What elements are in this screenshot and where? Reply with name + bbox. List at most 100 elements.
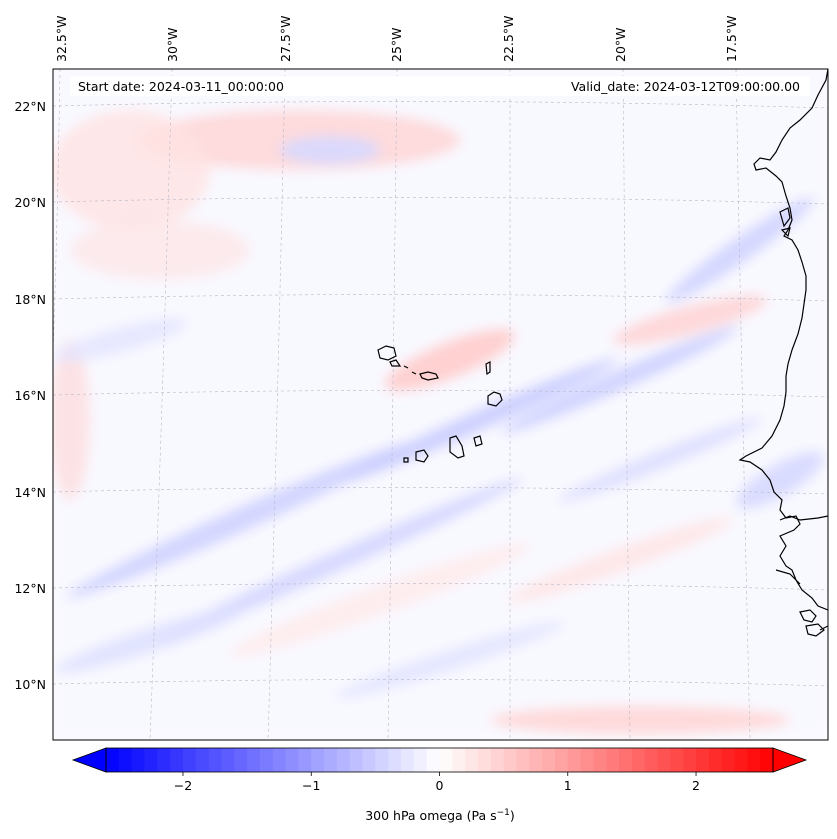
colorbar-bin <box>760 748 774 772</box>
lon-label-32-5w: 32.5°W <box>54 16 69 62</box>
colorbar-bin <box>336 748 351 772</box>
omega-band-rising <box>735 451 825 509</box>
colorbar-extend-min <box>71 747 107 773</box>
colorbar-tick-label: −1 <box>302 778 320 793</box>
lon-label-30w: 30°W <box>165 27 180 62</box>
island-sao-vicente <box>389 359 402 367</box>
colorbar-bin <box>221 748 235 772</box>
latitude-labels: 22°N 20°N 18°N 16°N 14°N 12°N 10°N <box>14 99 46 692</box>
colorbar-bin <box>657 748 671 772</box>
colorbar-bin <box>477 748 492 772</box>
colorbar-bin <box>503 748 518 772</box>
cape-verde-islands <box>377 345 503 463</box>
colorbar-bin <box>721 748 736 772</box>
island-fogo <box>415 449 429 463</box>
omega-field <box>53 69 828 740</box>
valid-date-label: Valid_date: 2024-03-12T09:00:00.00 <box>571 79 800 94</box>
colorbar-bin <box>311 748 325 772</box>
colorbar-bin <box>144 748 158 772</box>
colorbar-bin <box>529 748 543 772</box>
colorbar-tick-label: 0 <box>436 778 444 793</box>
west-africa-coastline <box>779 515 828 521</box>
lon-label-17-5w: 17.5°W <box>724 16 739 62</box>
colorbar-bin <box>567 748 582 772</box>
colorbar-bin <box>426 748 441 772</box>
longitude-labels: 32.5°W 30°W 27.5°W 25°W 22.5°W 20°W 17.5… <box>54 16 739 62</box>
colorbar-bin <box>708 748 723 772</box>
west-africa-coastline <box>819 625 828 631</box>
colorbar-bin <box>631 748 646 772</box>
island-santiago <box>449 435 465 459</box>
parallel-line <box>53 583 828 591</box>
colorbar-extend-max <box>772 747 808 773</box>
colorbar-ticks: −2 −1 0 1 2 <box>174 772 700 793</box>
omega-band-rising <box>54 607 246 673</box>
colorbar-bin <box>182 748 197 772</box>
colorbar-bin <box>362 748 376 772</box>
parallel-line <box>53 487 828 495</box>
colorbar-bin <box>131 748 146 772</box>
island-sal <box>485 361 491 376</box>
colorbar-bin <box>375 748 389 772</box>
map-frame <box>52 68 829 741</box>
parallel-line <box>53 197 828 205</box>
omega-band-sinking <box>507 517 733 603</box>
colorbar-bin <box>747 748 761 772</box>
colorbar-bin <box>439 748 453 772</box>
lon-label-25w: 25°W <box>389 27 404 62</box>
colorbar-bin <box>388 748 402 772</box>
header-band <box>70 76 810 96</box>
colorbar-bin <box>696 748 710 772</box>
colorbar-label-main: 300 hPa omega (Pa s <box>365 808 496 823</box>
colorbar-bin <box>580 748 595 772</box>
island-maio <box>473 435 483 447</box>
west-africa-coastline <box>799 609 817 623</box>
colorbar-bin <box>157 748 171 772</box>
west-africa-coastline <box>805 623 825 637</box>
parallel-line <box>53 390 828 398</box>
island-santa-luzia <box>403 365 409 369</box>
omega-band-sinking <box>612 295 768 345</box>
west-africa-coastline <box>780 227 791 238</box>
omega-band-rising <box>342 358 618 482</box>
omega-band-rising <box>335 621 565 699</box>
colorbar-bin <box>106 748 120 772</box>
lat-label-18n: 18°N <box>14 292 46 307</box>
colorbar-bin <box>170 748 184 772</box>
colorbar-bin <box>285 748 300 772</box>
omega-band-sinking <box>229 543 531 657</box>
west-africa-coastline <box>775 569 801 585</box>
colorbar-bin <box>644 748 659 772</box>
map-panel: Start date: 2024-03-11_00:00:00 Valid_da… <box>52 68 829 741</box>
colorbar-bin <box>234 748 248 772</box>
colorbar-label-sup: −1 <box>497 808 510 818</box>
colorbar-bin <box>324 748 338 772</box>
parallel-line <box>53 679 828 687</box>
colorbar-bin <box>490 748 505 772</box>
colorbar-bin <box>298 748 312 772</box>
parallel-line <box>53 294 828 302</box>
colorbar: −2 −1 0 1 2 300 hPa omega (Pa s−1) <box>71 747 808 823</box>
omega-band-rising <box>66 441 414 599</box>
colorbar-bin <box>349 748 364 772</box>
island-santo-antao <box>377 345 397 361</box>
omega-band-sinking <box>53 340 90 500</box>
colorbar-bin <box>554 748 569 772</box>
colorbar-bin <box>259 748 274 772</box>
lat-label-12n: 12°N <box>14 581 46 596</box>
omega-band-rising <box>157 478 523 642</box>
coastline <box>738 69 828 637</box>
omega-band-sinking <box>53 110 210 230</box>
colorbar-bin <box>208 748 223 772</box>
colorbar-bin <box>247 748 261 772</box>
lat-label-16n: 16°N <box>14 388 46 403</box>
colorbar-tick-label: 1 <box>564 778 572 793</box>
west-africa-coastline <box>738 69 828 611</box>
west-africa-coastline <box>779 207 791 228</box>
colorbar-bin <box>516 748 530 772</box>
colorbar-bin <box>683 748 697 772</box>
lon-label-22-5w: 22.5°W <box>501 16 516 62</box>
colorbar-bin <box>413 748 428 772</box>
omega-band-sinking <box>384 328 516 392</box>
